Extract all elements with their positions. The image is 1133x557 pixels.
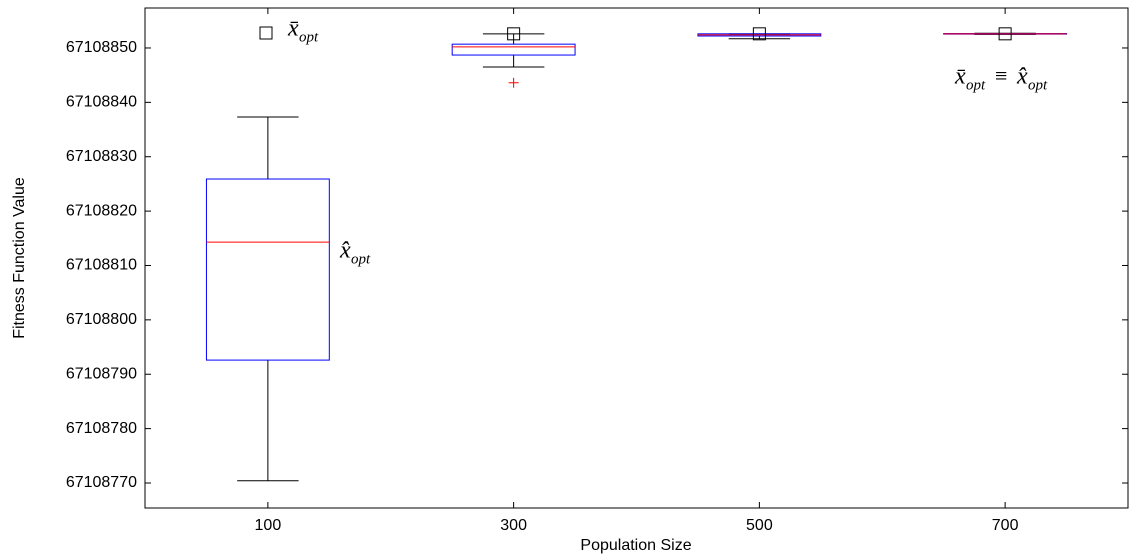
y-tick-label: 67108780: [66, 420, 137, 437]
y-axis-label: Fitness Function Value: [11, 177, 28, 339]
annotation-subscript: opt: [299, 29, 319, 45]
y-tick-label: 67108850: [66, 39, 137, 56]
mean-marker: [507, 27, 521, 41]
x-tick-label: 300: [500, 517, 527, 534]
annotation-symbol: x̂: [1016, 64, 1028, 90]
x-tick-label: 500: [746, 517, 773, 534]
y-tick-label: 67108830: [66, 148, 137, 165]
plot-frame: [144, 7, 1129, 509]
x-axis-label: Population Size: [580, 537, 691, 554]
box: [205, 178, 330, 361]
y-tick-label: 67108820: [66, 202, 137, 219]
box: [451, 43, 576, 56]
flier: [508, 77, 519, 88]
annotation-subscript: opt: [351, 251, 371, 267]
annotation-symbol: x̄: [954, 64, 966, 90]
y-tick-label: 67108840: [66, 94, 137, 111]
x-tick-label: 100: [255, 517, 282, 534]
annotation-symbol: x̄: [287, 16, 299, 42]
annotation-subscript: opt: [1028, 77, 1048, 93]
mean-marker: [998, 27, 1012, 41]
y-tick-label: 67108810: [66, 257, 137, 274]
y-tick-label: 67108800: [66, 311, 137, 328]
legend-marker: [259, 26, 273, 40]
annotation-operator: ≡: [995, 63, 1007, 88]
y-tick-label: 67108770: [66, 474, 137, 491]
mean-marker: [752, 27, 766, 41]
x-tick-label: 700: [992, 517, 1019, 534]
annotation-subscript: opt: [966, 77, 986, 93]
y-tick-label: 67108790: [66, 365, 137, 382]
annotation-symbol: x̂: [339, 238, 351, 264]
